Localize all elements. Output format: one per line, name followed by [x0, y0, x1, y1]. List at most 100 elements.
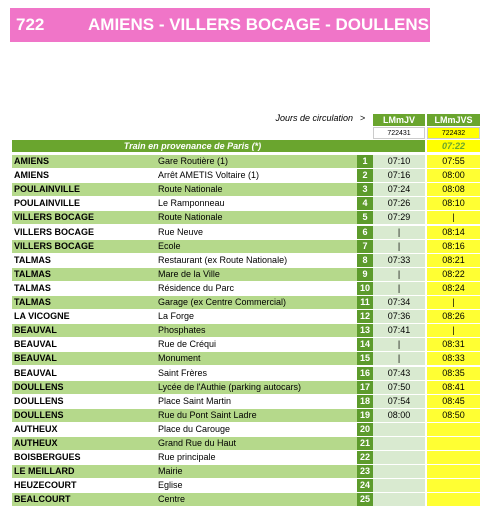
time: 08:33	[427, 352, 480, 367]
time	[373, 437, 425, 452]
stop-number: 8	[357, 253, 373, 268]
time: |	[373, 267, 425, 282]
city: TALMAS	[12, 281, 155, 296]
time: 07:36	[373, 310, 425, 325]
stop: Le Ramponneau	[155, 197, 357, 212]
time	[427, 479, 480, 494]
line-number: 722	[16, 15, 45, 34]
stop-number: 18	[357, 394, 373, 409]
stop-number: 14	[357, 338, 373, 353]
time: 08:26	[427, 310, 480, 325]
column-code: 722431	[373, 127, 425, 139]
time: 08:24	[427, 281, 480, 296]
city: HEUZECOURT	[12, 479, 155, 494]
time: |	[373, 352, 425, 367]
stop-number: 23	[357, 465, 373, 480]
column-code: 722432	[427, 127, 480, 139]
stop: Gare Routière (1)	[155, 155, 357, 170]
time: |	[427, 211, 480, 226]
stop: Centre	[155, 493, 357, 508]
city: AMIENS	[12, 169, 155, 184]
city: POULAINVILLE	[12, 183, 155, 198]
stop-number: 17	[357, 380, 373, 395]
time: 07:41	[373, 324, 425, 339]
time	[373, 451, 425, 466]
stop-number: 1	[357, 155, 373, 170]
time: 07:34	[373, 296, 425, 311]
stop: Grand Rue du Haut	[155, 437, 357, 452]
stop: Ecole	[155, 239, 357, 254]
time: 07:10	[373, 155, 425, 170]
time: 08:00	[373, 408, 425, 423]
time: 08:00	[427, 169, 480, 184]
time	[427, 437, 480, 452]
time: 08:35	[427, 366, 480, 381]
time: 07:43	[373, 366, 425, 381]
time: 08:10	[427, 197, 480, 212]
column-days: LMmJV	[373, 114, 425, 127]
city: AUTHEUX	[12, 422, 155, 437]
origin-time: 07:22	[427, 140, 480, 153]
time: 08:22	[427, 267, 480, 282]
stop-number: 19	[357, 408, 373, 423]
time	[427, 465, 480, 480]
stop: Mare de la Ville	[155, 267, 357, 282]
time	[427, 451, 480, 466]
stop-number: 15	[357, 352, 373, 367]
header: 722 AMIENS - VILLERS BOCAGE - DOULLENS	[10, 8, 430, 42]
origin-time	[373, 140, 425, 153]
time	[373, 493, 425, 508]
stop-number: 3	[357, 183, 373, 198]
time: 07:29	[373, 211, 425, 226]
city: VILLERS BOCAGE	[12, 225, 155, 240]
stop-number: 12	[357, 310, 373, 325]
stop: Rue Neuve	[155, 225, 357, 240]
time: 08:45	[427, 394, 480, 409]
city: VILLERS BOCAGE	[12, 211, 155, 226]
time: |	[427, 324, 480, 339]
stop: Rue principale	[155, 451, 357, 466]
stop-number: 24	[357, 479, 373, 494]
city: BEALCOURT	[12, 493, 155, 508]
time: 08:50	[427, 408, 480, 423]
days-label: Jours de circulation	[275, 113, 353, 123]
time: 07:33	[373, 253, 425, 268]
stop-number: 25	[357, 493, 373, 508]
city: TALMAS	[12, 253, 155, 268]
time: 08:41	[427, 380, 480, 395]
stop: Eglise	[155, 479, 357, 494]
time	[373, 465, 425, 480]
stop-number: 2	[357, 169, 373, 184]
stop: Phosphates	[155, 324, 357, 339]
stop-number: 10	[357, 281, 373, 296]
stop: Place Saint Martin	[155, 394, 357, 409]
stop-number: 21	[357, 437, 373, 452]
city: BOISBERGUES	[12, 451, 155, 466]
stop: Arrêt AMETIS Voltaire (1)	[155, 169, 357, 184]
city: BEAUVAL	[12, 366, 155, 381]
time: |	[373, 281, 425, 296]
time: 07:50	[373, 380, 425, 395]
stop: La Forge	[155, 310, 357, 325]
time	[373, 479, 425, 494]
stop: Route Nationale	[155, 211, 357, 226]
city: BEAUVAL	[12, 324, 155, 339]
stop: Monument	[155, 352, 357, 367]
city: BEAUVAL	[12, 352, 155, 367]
time: 07:24	[373, 183, 425, 198]
time	[427, 422, 480, 437]
city: DOULLENS	[12, 394, 155, 409]
time: |	[373, 225, 425, 240]
stop: Route Nationale	[155, 183, 357, 198]
city: AMIENS	[12, 155, 155, 170]
stop: Place du Carouge	[155, 422, 357, 437]
time: |	[373, 338, 425, 353]
city: TALMAS	[12, 267, 155, 282]
stop-number: 4	[357, 197, 373, 212]
column-days: LMmJVS	[427, 114, 480, 127]
time: 08:31	[427, 338, 480, 353]
stop: Garage (ex Centre Commercial)	[155, 296, 357, 311]
time: 08:16	[427, 239, 480, 254]
stop-number: 5	[357, 211, 373, 226]
